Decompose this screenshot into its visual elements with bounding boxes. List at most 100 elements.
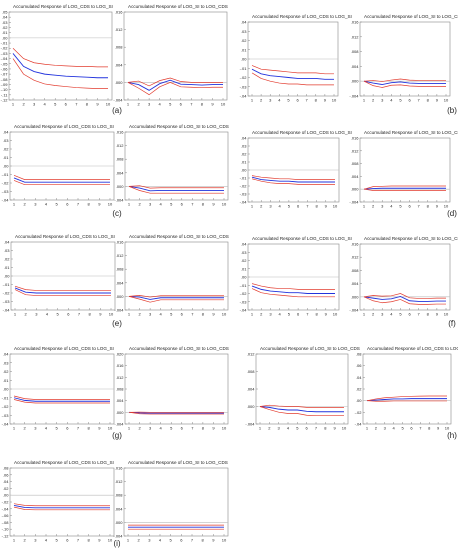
x-tick-label: 6 bbox=[408, 312, 411, 317]
y-tick-label: -.02 bbox=[3, 291, 11, 296]
y-tick-label: .01 bbox=[3, 378, 9, 383]
x-tick-label: 9 bbox=[325, 204, 328, 209]
y-tick-label: .00 bbox=[2, 35, 8, 40]
y-tick-label: -.004 bbox=[349, 94, 359, 99]
x-tick-label: 9 bbox=[436, 312, 439, 317]
y-tick-label: .08 bbox=[356, 352, 362, 357]
y-tick-label: -.06 bbox=[2, 513, 10, 518]
x-tick-label: 6 bbox=[408, 204, 411, 209]
y-tick-label: -.02 bbox=[240, 184, 248, 189]
y-tick-label: .02 bbox=[2, 25, 8, 30]
y-tick-label: .00 bbox=[4, 274, 10, 279]
x-tick-label: 6 bbox=[408, 98, 411, 103]
response-line bbox=[14, 287, 111, 294]
y-tick-label: .02 bbox=[241, 38, 247, 43]
upper-band-line bbox=[14, 285, 111, 291]
y-tick-label: -.07 bbox=[1, 72, 9, 77]
chart-title: Accumulated Response of LOG_CDS to LOG_S… bbox=[14, 460, 114, 465]
lower-band-line bbox=[251, 178, 335, 185]
lower-band-line bbox=[13, 506, 110, 511]
x-tick-label: 1 bbox=[127, 102, 130, 107]
y-tick-label: .00 bbox=[3, 387, 9, 392]
x-tick-label: 2 bbox=[24, 202, 27, 207]
y-tick-label: .016 bbox=[115, 466, 124, 471]
x-tick-label: 8 bbox=[427, 98, 430, 103]
x-tick-label: 2 bbox=[372, 312, 375, 317]
response-line bbox=[363, 187, 446, 190]
x-tick-label: 7 bbox=[315, 426, 318, 431]
x-tick-label: 7 bbox=[306, 312, 309, 317]
x-tick-label: 10 bbox=[222, 426, 227, 431]
x-tick-label: 3 bbox=[381, 312, 384, 317]
chart-panel-a-right: Accumulated Response of LOG_SI to LOG_CD… bbox=[113, 4, 227, 107]
y-tick-label: .04 bbox=[356, 375, 362, 380]
y-tick-label: .004 bbox=[351, 281, 360, 286]
y-tick-label: .004 bbox=[115, 506, 124, 511]
y-tick-label: -.10 bbox=[1, 87, 9, 92]
x-tick-label: 1 bbox=[363, 98, 366, 103]
x-tick-label: 2 bbox=[260, 98, 263, 103]
x-tick-label: 7 bbox=[418, 204, 421, 209]
y-tick-label: .016 bbox=[115, 10, 124, 15]
y-tick-label: .008 bbox=[115, 45, 124, 50]
x-tick-label: 5 bbox=[170, 538, 173, 543]
x-tick-label: 8 bbox=[202, 426, 205, 431]
y-tick-label: -.04 bbox=[2, 422, 10, 427]
x-tick-label: 5 bbox=[296, 426, 299, 431]
plot-frame bbox=[9, 467, 115, 537]
chart-title: Accumulated Response of LOG_CDS to LOG_S… bbox=[14, 124, 114, 129]
y-tick-label: -.004 bbox=[349, 200, 359, 205]
y-tick-label: .012 bbox=[351, 255, 360, 260]
x-tick-label: 3 bbox=[33, 102, 36, 107]
x-tick-label: 8 bbox=[427, 312, 430, 317]
x-tick-label: 7 bbox=[75, 102, 78, 107]
y-tick-label: -.01 bbox=[240, 176, 248, 181]
x-tick-label: 3 bbox=[149, 426, 152, 431]
x-tick-label: 2 bbox=[22, 102, 25, 107]
y-tick-label: .012 bbox=[351, 148, 360, 153]
x-tick-label: 7 bbox=[77, 538, 80, 543]
x-tick-label: 3 bbox=[148, 102, 151, 107]
x-tick-label: 7 bbox=[418, 312, 421, 317]
response-line bbox=[13, 177, 110, 183]
upper-band-line bbox=[251, 65, 334, 75]
y-tick-label: .000 bbox=[115, 520, 124, 525]
chart-panel-g-right: Accumulated Response of LOG_SI to LOG_CD… bbox=[114, 346, 228, 431]
x-tick-label: 4 bbox=[278, 98, 281, 103]
chart-panel-f-right: Accumulated Response of LOG_SI to LOG_CD… bbox=[349, 236, 458, 317]
x-tick-label: 4 bbox=[46, 312, 49, 317]
y-tick-label: .008 bbox=[247, 369, 256, 374]
x-tick-label: 5 bbox=[287, 98, 290, 103]
panel-label: (h) bbox=[447, 431, 457, 440]
x-tick-label: 4 bbox=[45, 426, 48, 431]
x-tick-label: 10 bbox=[221, 102, 226, 107]
chart-title: Accumulated Response of LOG_CDS to LOG_S… bbox=[252, 130, 352, 135]
x-tick-label: 8 bbox=[427, 204, 430, 209]
x-tick-label: 10 bbox=[445, 426, 450, 431]
upper-band-line bbox=[127, 77, 223, 87]
plot-frame bbox=[359, 243, 451, 311]
y-tick-label: -.01 bbox=[240, 283, 248, 288]
y-tick-label: .004 bbox=[116, 398, 125, 403]
x-tick-label: 5 bbox=[170, 426, 173, 431]
upper-band-line bbox=[13, 395, 110, 400]
x-tick-label: 5 bbox=[169, 102, 172, 107]
x-tick-label: 9 bbox=[436, 98, 439, 103]
response-line bbox=[13, 504, 110, 509]
y-tick-label: .03 bbox=[2, 20, 8, 25]
x-tick-label: 10 bbox=[108, 538, 113, 543]
x-tick-label: 5 bbox=[56, 538, 59, 543]
x-tick-label: 9 bbox=[212, 312, 215, 317]
x-tick-label: 1 bbox=[363, 204, 366, 209]
x-tick-label: 1 bbox=[363, 312, 366, 317]
x-tick-label: 10 bbox=[332, 98, 337, 103]
y-tick-label: .016 bbox=[116, 130, 125, 135]
x-tick-label: 6 bbox=[410, 426, 413, 431]
lower-band-line bbox=[12, 58, 108, 89]
lower-band-line bbox=[363, 80, 446, 88]
x-tick-label: 1 bbox=[259, 426, 262, 431]
y-tick-label: .016 bbox=[116, 363, 125, 368]
y-tick-label: .06 bbox=[3, 472, 9, 477]
panel-label: (i) bbox=[113, 539, 120, 548]
